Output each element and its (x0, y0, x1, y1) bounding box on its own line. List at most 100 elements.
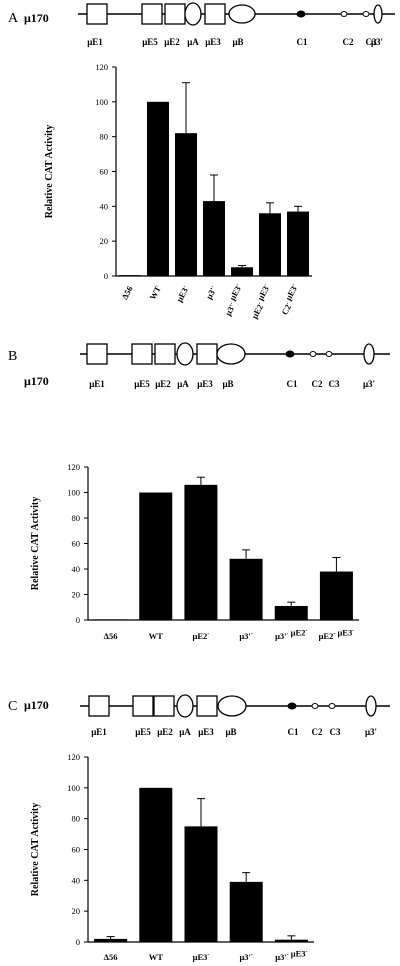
y-tick-label: 0 (76, 937, 80, 947)
diagram-label-0: μE1 (89, 379, 105, 389)
diagram-label-3: μA (177, 379, 189, 389)
y-tick-label: 0 (104, 271, 108, 281)
x-tick-label: WT (149, 631, 164, 641)
bar (184, 484, 218, 620)
diagram-label-7: C2 (312, 379, 323, 389)
element-marker (340, 11, 348, 17)
x-tick-label: μ3'- μE3- (275, 949, 307, 962)
bar (319, 571, 353, 620)
element-box (204, 3, 226, 25)
y-tick-label: 20 (100, 236, 109, 246)
y-tick-label: 80 (100, 132, 109, 142)
diagram-label-2: μE2 (164, 37, 180, 47)
x-tick-label: μ3'- (239, 631, 252, 641)
diagram-label-9: μ3' (363, 379, 375, 389)
element-box (88, 695, 110, 717)
diagram-label-5: μB (225, 727, 236, 737)
y-tick-label: 120 (67, 752, 80, 762)
diagram-label-0: μE1 (87, 37, 103, 47)
bar (274, 939, 308, 942)
diagram-label-0: μE1 (91, 727, 107, 737)
diagram-label-7: C2 (312, 727, 323, 737)
diagram-label-8: C3 (329, 379, 340, 389)
y-tick-label: 60 (100, 167, 109, 177)
element-marker (362, 11, 370, 17)
bar (231, 267, 253, 276)
element-box (141, 3, 163, 25)
panel-letter: B (8, 349, 17, 364)
element-box (86, 3, 108, 25)
element-marker (285, 350, 295, 358)
y-tick-label: 100 (67, 488, 80, 498)
element-box (154, 343, 176, 365)
panel-letter: A (8, 11, 19, 26)
y-tick-label: 60 (72, 845, 81, 855)
x-tick-label: μ3'- (204, 284, 219, 301)
diagram-label-4: μE3 (205, 37, 221, 47)
y-tick-label: 40 (100, 201, 109, 211)
diagram-label-6: C1 (297, 37, 308, 47)
x-tick-label: WT (147, 284, 163, 301)
bar (139, 492, 173, 620)
diagram-label-6: C1 (288, 727, 299, 737)
bar (274, 605, 308, 620)
diagram-label-7: C2 (343, 37, 354, 47)
element-marker (296, 10, 306, 18)
element-oval (363, 343, 375, 365)
y-tick-label: 120 (95, 62, 108, 72)
diagram-label-9: μ3' (365, 727, 377, 737)
y-axis-label: Relative CAT Activity (44, 125, 55, 219)
diagram-label-5: μB (232, 37, 243, 47)
element-oval (373, 4, 383, 24)
construct-label: μ170 (24, 698, 49, 712)
diagram-label-8: C3 (330, 727, 341, 737)
y-axis-label: Relative CAT Activity (30, 497, 41, 591)
bar (287, 211, 309, 276)
element-box (132, 695, 154, 717)
element-box (196, 695, 218, 717)
y-tick-label: 100 (95, 97, 108, 107)
y-tick-label: 100 (67, 783, 80, 793)
bar (259, 213, 281, 276)
x-tick-label: μE3- (193, 952, 210, 962)
x-tick-label: WT (149, 952, 164, 962)
y-tick-label: 40 (72, 875, 81, 885)
x-tick-label: μE2- μE3- (319, 628, 355, 641)
diagram-label-1: μE5 (134, 379, 150, 389)
y-tick-label: 0 (76, 615, 80, 625)
bar (184, 826, 218, 942)
element-oval (176, 694, 194, 718)
y-tick-label: 120 (67, 462, 80, 472)
x-tick-label: μE3- (174, 284, 191, 303)
y-tick-label: 40 (72, 564, 81, 574)
diagram-label-9: μ3' (371, 37, 383, 47)
y-tick-label: 20 (72, 906, 81, 916)
element-oval (228, 4, 256, 24)
diagram-label-4: μE3 (197, 379, 213, 389)
element-marker (309, 351, 317, 357)
panel-letter: C (8, 699, 17, 714)
bar (94, 938, 128, 942)
element-box (131, 343, 153, 365)
bar-chart: 0 20 40 60 80 100 120 Relative CAT Activity Δ56 W… (30, 462, 359, 641)
element-box (86, 343, 108, 365)
construct-label: μ170 (24, 374, 49, 388)
bar (119, 275, 141, 277)
element-oval (176, 342, 194, 366)
x-tick-label: μ3'- (239, 952, 252, 962)
y-tick-label: 80 (72, 513, 81, 523)
diagram-label-1: μE5 (135, 727, 151, 737)
y-tick-label: 80 (72, 814, 81, 824)
x-tick-label: μ3'- μE2- (275, 628, 307, 641)
bar (139, 787, 173, 942)
bar (229, 881, 263, 942)
element-oval (216, 343, 246, 365)
x-tick-label: C2- μE3- (276, 283, 303, 317)
x-tick-label: Δ56 (104, 631, 118, 641)
